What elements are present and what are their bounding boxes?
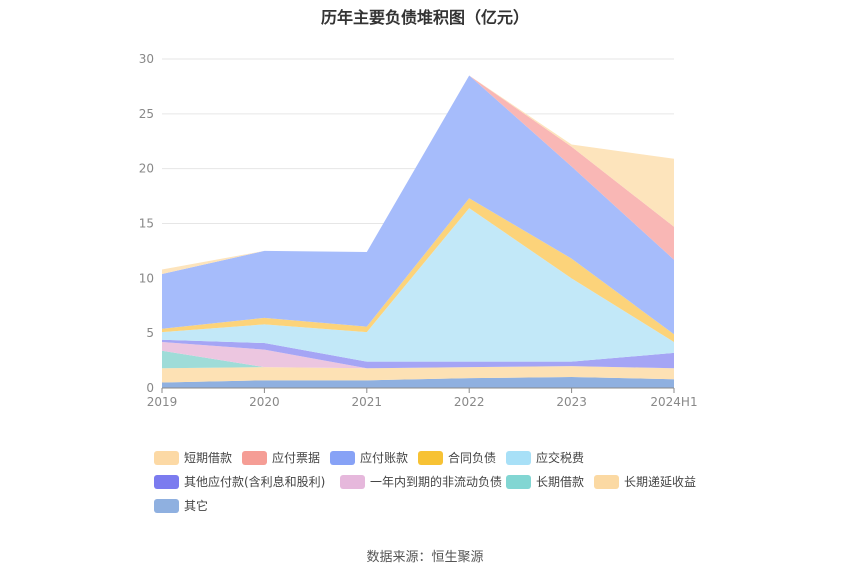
legend-swatch [594, 474, 619, 489]
legend-item[interactable]: 应交税费 [506, 449, 584, 466]
area-series-应付账款 [162, 75, 674, 335]
y-tick-label: 30 [139, 52, 154, 66]
legend-swatch [330, 450, 355, 465]
y-tick-label: 15 [139, 217, 154, 231]
chart-title: 历年主要负债堆积图（亿元） [320, 8, 529, 27]
x-tick-label: 2019 [147, 395, 178, 409]
x-tick-label: 2022 [454, 395, 485, 409]
legend-item[interactable]: 长期借款 [506, 473, 584, 490]
area-series-长期递延收益 [162, 366, 674, 383]
y-tick-label: 5 [146, 326, 154, 340]
legend-label: 其它 [184, 499, 209, 513]
legend-label: 应付账款 [360, 451, 409, 465]
area-series-合同负债 [162, 198, 674, 342]
area-series-长期借款 [162, 350, 674, 369]
legend-label: 短期借款 [184, 451, 233, 465]
legend-label: 长期借款 [536, 475, 585, 489]
y-tick-label: 20 [139, 162, 154, 176]
legend-swatch [242, 450, 267, 465]
legend-label: 一年内到期的非流动负债 [370, 475, 503, 489]
x-tick-label: 2023 [556, 395, 587, 409]
legend-item[interactable]: 其它 [154, 497, 208, 514]
legend-label: 应付票据 [272, 451, 321, 465]
area-series-应交税费 [162, 208, 674, 362]
legend-swatch [506, 450, 531, 465]
legend-item[interactable]: 长期递延收益 [594, 473, 696, 490]
legend-swatch [418, 450, 443, 465]
legend-item[interactable]: 一年内到期的非流动负债 [340, 473, 502, 490]
legend-label: 长期递延收益 [624, 475, 697, 489]
stacked-area-chart: 0 5 10 15 20 25 30 2019 2020 2021 2022 2023 2024H1 [139, 52, 698, 409]
legend-swatch [154, 450, 179, 465]
area-series-其它 [162, 377, 674, 388]
legend-swatch [154, 498, 179, 513]
x-tick-label: 2024H1 [650, 395, 697, 409]
legend-item[interactable]: 应付账款 [330, 449, 408, 466]
y-tick-label: 0 [146, 381, 154, 395]
legend-item[interactable]: 其他应付款(含利息和股利) [154, 473, 325, 490]
legend-item[interactable]: 短期借款 [154, 449, 232, 466]
x-tick-label: 2021 [352, 395, 383, 409]
legend-label: 合同负债 [448, 451, 497, 465]
legend-item[interactable]: 应付票据 [242, 449, 320, 466]
legend-label: 其他应付款(含利息和股利) [184, 475, 326, 489]
legend-swatch [154, 474, 179, 489]
area-series-一年内到期的非流动负债 [162, 341, 674, 369]
x-tick-label: 2020 [249, 395, 280, 409]
legend-item[interactable]: 合同负债 [418, 449, 496, 466]
y-tick-label: 10 [139, 271, 154, 285]
legend-swatch [506, 474, 531, 489]
area-series-其他应付款(含利息和股利) [162, 339, 674, 369]
legend-label: 应交税费 [536, 451, 585, 465]
legend-swatch [340, 474, 365, 489]
data-source: 数据来源：恒生聚源 [366, 550, 484, 565]
y-tick-label: 25 [139, 107, 154, 121]
